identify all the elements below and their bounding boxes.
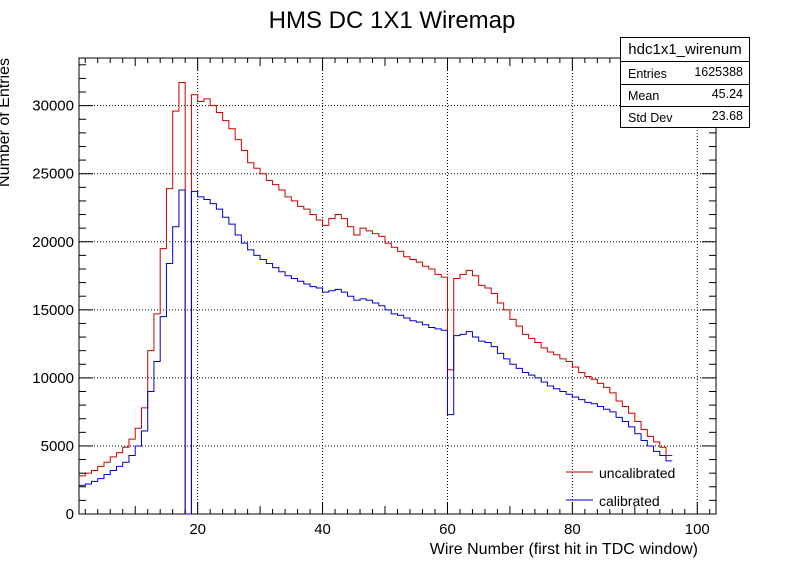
stats-label-mean: Mean xyxy=(628,89,660,103)
histogram-series xyxy=(79,82,673,515)
stats-box: hdc1x1_wirenum Entries 1625388 Mean 45.2… xyxy=(620,37,750,128)
y-tick-label: 0 xyxy=(66,506,74,523)
x-axis-label: Wire Number (first hit in TDC window) xyxy=(430,541,698,558)
stats-title: hdc1x1_wirenum xyxy=(621,38,749,62)
stats-value-mean: 45.24 xyxy=(711,87,743,101)
stats-value-entries: 1625388 xyxy=(694,65,743,79)
stats-row-mean: Mean 45.24 xyxy=(621,84,749,106)
legend-label-calibrated: calibrated xyxy=(599,493,660,509)
stats-row-stddev: Std Dev 23.68 xyxy=(621,106,749,128)
stats-label-entries: Entries xyxy=(628,67,667,81)
legend-label-uncalibrated: uncalibrated xyxy=(599,465,675,481)
y-tick-label: 10000 xyxy=(32,370,74,387)
chart-title: HMS DC 1X1 Wiremap xyxy=(269,7,516,34)
y-tick-label: 20000 xyxy=(32,234,74,251)
stats-row-entries: Entries 1625388 xyxy=(621,62,749,84)
x-tick-label: 20 xyxy=(189,521,206,538)
stats-divider xyxy=(621,84,749,85)
stats-label-stddev: Std Dev xyxy=(628,111,673,125)
stats-divider xyxy=(621,106,749,107)
y-tick-label: 5000 xyxy=(41,438,74,455)
x-tick-label: 100 xyxy=(685,521,710,538)
x-tick-label: 60 xyxy=(439,521,456,538)
y-tick-label: 30000 xyxy=(32,98,74,115)
axes: 20 40 60 80 100 0 5000 10000 15000 20000 25000 3000… xyxy=(32,58,716,538)
y-tick-label: 25000 xyxy=(32,166,74,183)
x-tick-label: 40 xyxy=(314,521,331,538)
y-axis-label: Number of Entries xyxy=(0,58,13,187)
histogram-line-uncalibrated xyxy=(79,82,673,515)
y-tick-label: 15000 xyxy=(32,302,74,319)
legend: uncalibrated calibrated xyxy=(566,465,675,509)
stats-value-stddev: 23.68 xyxy=(711,109,743,123)
x-tick-label: 80 xyxy=(564,521,581,538)
histogram-line-calibrated xyxy=(79,189,673,515)
